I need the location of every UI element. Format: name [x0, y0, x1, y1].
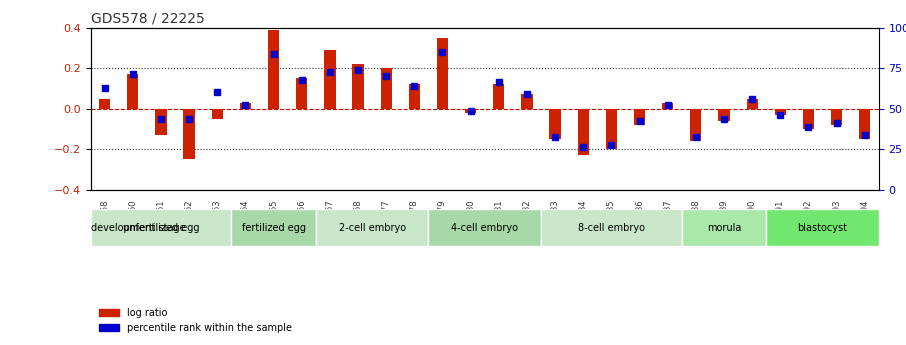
Bar [240, 102, 251, 109]
Text: GDS578 / 22225: GDS578 / 22225 [91, 11, 205, 25]
Bar [662, 102, 673, 109]
Bar [155, 109, 167, 135]
Bar [606, 109, 617, 149]
Bar [831, 109, 843, 125]
FancyBboxPatch shape [766, 209, 879, 246]
Bar [437, 38, 448, 109]
Bar [381, 68, 391, 109]
FancyBboxPatch shape [681, 209, 766, 246]
FancyBboxPatch shape [316, 209, 429, 246]
Bar [747, 99, 757, 109]
Text: morula: morula [707, 223, 741, 233]
Bar [859, 109, 871, 139]
Bar [409, 85, 420, 109]
Bar [465, 109, 477, 113]
Bar [493, 85, 505, 109]
Legend: log ratio, percentile rank within the sample: log ratio, percentile rank within the sa… [95, 304, 295, 337]
FancyBboxPatch shape [91, 209, 231, 246]
Bar [212, 109, 223, 119]
Text: unfertilized egg: unfertilized egg [122, 223, 199, 233]
Bar [127, 74, 139, 109]
FancyBboxPatch shape [541, 209, 681, 246]
Text: blastocyst: blastocyst [797, 223, 847, 233]
Bar [803, 109, 814, 129]
Bar [184, 109, 195, 159]
Bar [352, 64, 363, 109]
Bar [521, 95, 533, 109]
Text: 4-cell embryo: 4-cell embryo [451, 223, 518, 233]
Text: development stage: development stage [91, 223, 186, 233]
Bar [690, 109, 701, 141]
Text: 2-cell embryo: 2-cell embryo [339, 223, 406, 233]
Bar [268, 30, 279, 109]
Bar [718, 109, 729, 121]
Bar [99, 99, 111, 109]
Text: 8-cell embryo: 8-cell embryo [578, 223, 645, 233]
Bar [324, 50, 335, 109]
Bar [549, 109, 561, 139]
Bar [775, 109, 786, 115]
Text: fertilized egg: fertilized egg [242, 223, 305, 233]
FancyBboxPatch shape [429, 209, 541, 246]
Bar [634, 109, 645, 125]
Bar [578, 109, 589, 155]
FancyBboxPatch shape [231, 209, 316, 246]
Bar [296, 78, 307, 109]
